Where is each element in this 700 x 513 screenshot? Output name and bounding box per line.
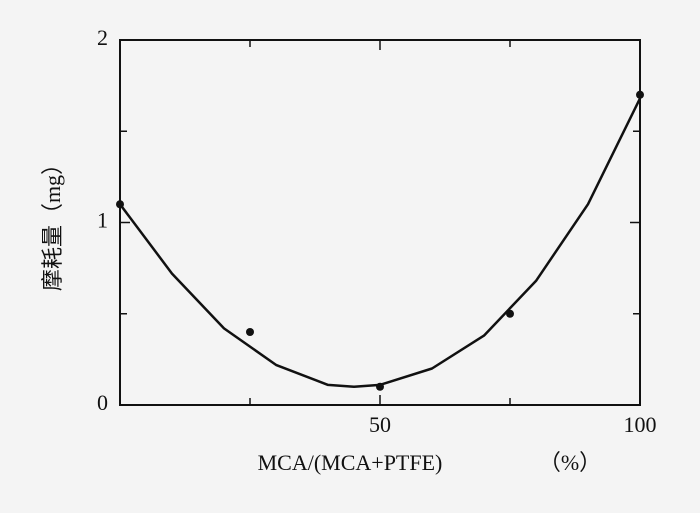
y-tick-label: 0 (97, 390, 108, 415)
x-tick-label: 100 (624, 412, 657, 437)
y-tick-label: 2 (97, 25, 108, 50)
data-point (246, 328, 254, 336)
x-axis-label: MCA/(MCA+PTFE) (258, 450, 443, 475)
y-tick-label: 1 (97, 208, 108, 233)
x-axis-unit: （%） (539, 450, 601, 475)
fit-curve (118, 97, 642, 389)
plot-frame (119, 39, 641, 406)
x-tick-label: 50 (369, 412, 391, 437)
y-axis-label: 摩耗量（mg） (40, 153, 65, 291)
data-point (636, 90, 644, 99)
